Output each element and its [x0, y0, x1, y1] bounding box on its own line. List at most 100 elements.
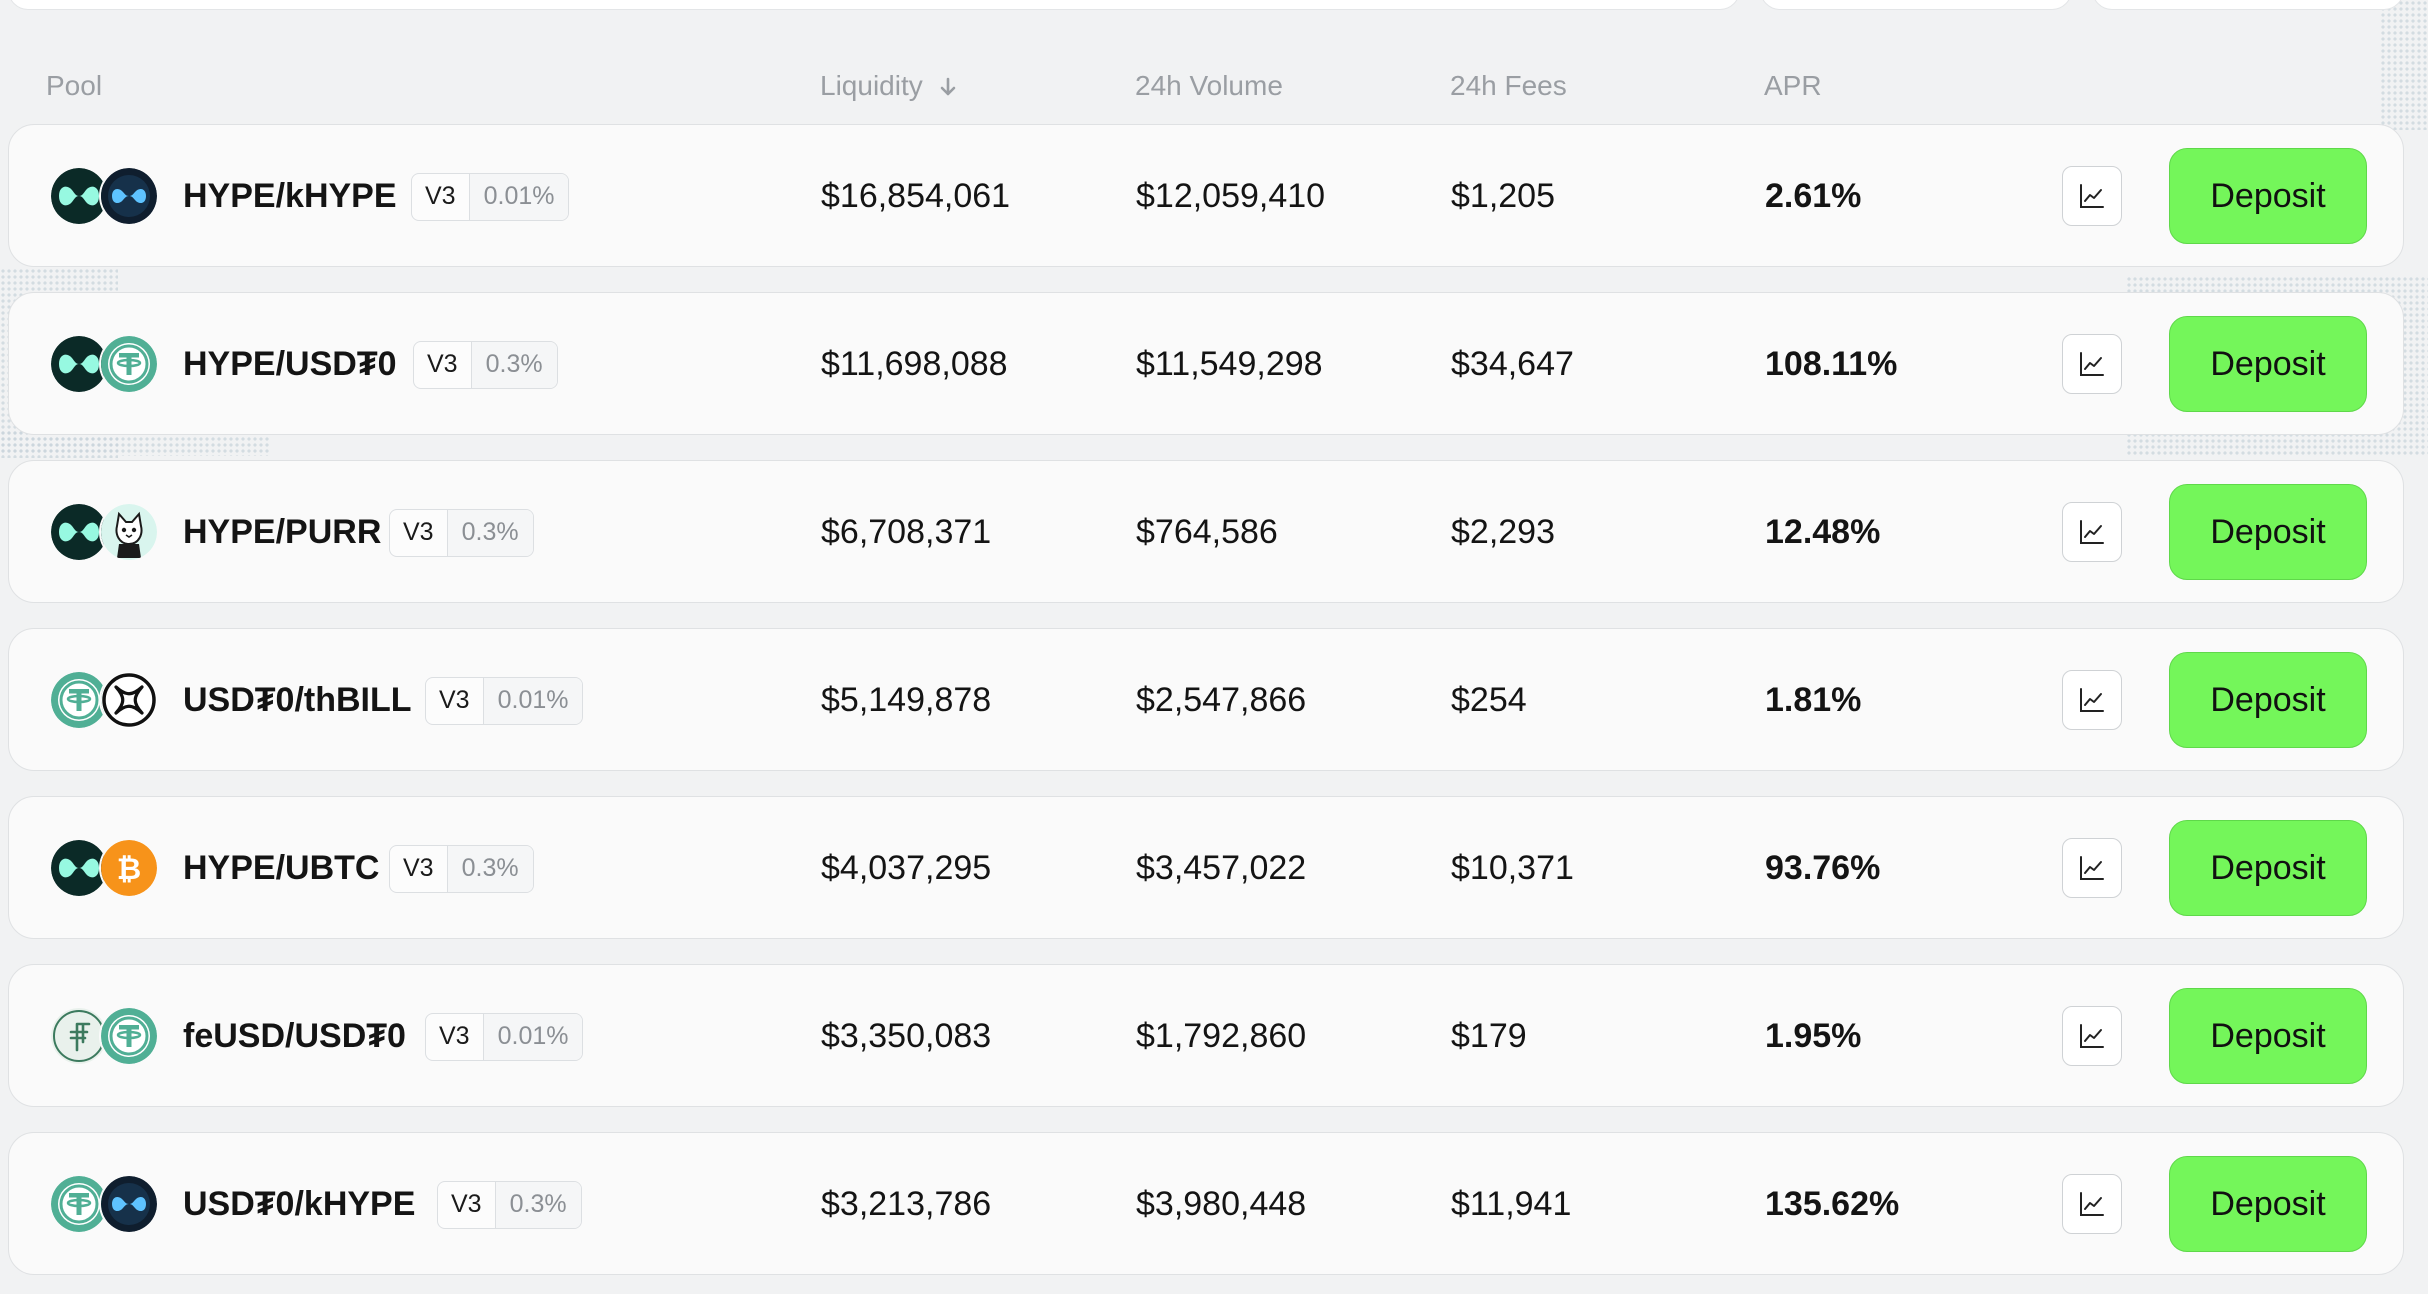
line-chart-icon — [2077, 349, 2107, 379]
fee-tier-badge: 0.01% — [483, 678, 583, 724]
header-liquidity-label: Liquidity — [820, 70, 923, 101]
version-badge: V3 — [390, 510, 448, 556]
table-row[interactable]: USD₮0/thBILL V3 0.01% $5,149,878 $2,547,866 $… — [8, 628, 2404, 771]
chart-button[interactable] — [2062, 838, 2122, 898]
pool-token-icons — [51, 504, 169, 562]
pool-version-fee-badge: V3 0.3% — [389, 509, 534, 557]
version-badge: V3 — [438, 1182, 496, 1228]
line-chart-icon — [2077, 181, 2107, 211]
purr-icon — [101, 504, 157, 560]
pool-token-icons — [51, 1008, 169, 1066]
chart-button[interactable] — [2062, 1006, 2122, 1066]
usdt0-icon — [51, 1176, 107, 1232]
liquidity-value: $16,854,061 — [821, 177, 1011, 215]
chart-button[interactable] — [2062, 166, 2122, 226]
pool-name[interactable]: USD₮0/thBILL — [183, 681, 412, 719]
usdt0-icon — [101, 1008, 157, 1064]
deposit-button[interactable]: Deposit — [2169, 148, 2367, 244]
apr-value: 2.61% — [1765, 177, 1862, 215]
hype-icon — [51, 336, 107, 392]
top-card-filter-1[interactable] — [1760, 0, 2072, 10]
volume-value: $11,549,298 — [1136, 345, 1323, 383]
pool-name[interactable]: feUSD/USD₮0 — [183, 1017, 406, 1055]
chart-button[interactable] — [2062, 334, 2122, 394]
fees-value: $34,647 — [1451, 345, 1574, 383]
chart-button[interactable] — [2062, 670, 2122, 730]
top-card-search[interactable] — [8, 0, 1740, 10]
usdt0-icon — [51, 672, 107, 728]
feusd-icon — [51, 1008, 107, 1064]
apr-value: 12.48% — [1765, 513, 1881, 551]
line-chart-icon — [2077, 1189, 2107, 1219]
pool-version-fee-badge: V3 0.01% — [425, 1013, 584, 1061]
table-row[interactable]: USD₮0/kHYPE V3 0.3% $3,213,786 $3,980,448 $11… — [8, 1132, 2404, 1275]
deposit-button[interactable]: Deposit — [2169, 820, 2367, 916]
pool-version-fee-badge: V3 0.3% — [389, 845, 534, 893]
pool-token-icons: ₿ — [51, 840, 169, 898]
version-badge: V3 — [414, 342, 472, 388]
header-liquidity[interactable]: Liquidity — [820, 64, 959, 108]
fee-tier-badge: 0.01% — [483, 1014, 583, 1060]
pool-version-fee-badge: V3 0.01% — [411, 173, 570, 221]
deposit-button[interactable]: Deposit — [2169, 1156, 2367, 1252]
sort-down-icon — [940, 77, 956, 96]
pool-name[interactable]: HYPE/USD₮0 — [183, 345, 397, 383]
hype-icon — [51, 504, 107, 560]
khype-icon — [101, 1176, 157, 1232]
table-row[interactable]: HYPE/kHYPE V3 0.01% $16,854,061 $12,059,410 $… — [8, 124, 2404, 267]
fees-value: $11,941 — [1451, 1185, 1572, 1223]
pool-name[interactable]: HYPE/PURR — [183, 513, 382, 551]
liquidity-value: $11,698,088 — [821, 345, 1008, 383]
pool-version-fee-badge: V3 0.3% — [413, 341, 558, 389]
header-pool[interactable]: Pool — [46, 70, 103, 101]
apr-value: 1.81% — [1765, 681, 1862, 719]
version-badge: V3 — [426, 1014, 484, 1060]
version-badge: V3 — [426, 678, 484, 724]
header-apr[interactable]: APR — [1764, 70, 1822, 101]
table-row[interactable]: HYPE/USD₮0 V3 0.3% $11,698,088 $11,549,298 $3… — [8, 292, 2404, 435]
table-header: Pool Liquidity 24h Volume 24h Fees APR — [0, 64, 2428, 108]
pool-token-icons — [51, 168, 169, 226]
fee-tier-badge: 0.3% — [471, 342, 557, 388]
fee-tier-badge: 0.01% — [469, 174, 569, 220]
table-row[interactable]: HYPE/PURR V3 0.3% $6,708,371 $764,586 $2,293 1… — [8, 460, 2404, 603]
pool-version-fee-badge: V3 0.3% — [437, 1181, 582, 1229]
pool-name[interactable]: USD₮0/kHYPE — [183, 1185, 416, 1223]
deposit-button[interactable]: Deposit — [2169, 484, 2367, 580]
table-row[interactable]: feUSD/USD₮0 V3 0.01% $3,350,083 $1,792,860 $1… — [8, 964, 2404, 1107]
pool-name[interactable]: HYPE/kHYPE — [183, 177, 397, 215]
fee-tier-badge: 0.3% — [495, 1182, 581, 1228]
header-fees[interactable]: 24h Fees — [1450, 70, 1567, 101]
thbill-icon — [101, 672, 157, 728]
pool-name[interactable]: HYPE/UBTC — [183, 849, 380, 887]
ubtc-icon: ₿ — [101, 840, 157, 896]
volume-value: $3,980,448 — [1136, 1185, 1307, 1223]
table-row[interactable]: ₿ HYPE/UBTC V3 0.3% $4,037,295 $3,457,022 $10… — [8, 796, 2404, 939]
fees-value: $10,371 — [1451, 849, 1574, 887]
volume-value: $3,457,022 — [1136, 849, 1307, 887]
apr-value: 108.11% — [1765, 345, 1898, 383]
liquidity-value: $4,037,295 — [821, 849, 992, 887]
deposit-button[interactable]: Deposit — [2169, 652, 2367, 748]
apr-value: 135.62% — [1765, 1185, 1900, 1223]
fees-value: $179 — [1451, 1017, 1527, 1055]
hype-icon — [51, 840, 107, 896]
deposit-button[interactable]: Deposit — [2169, 988, 2367, 1084]
apr-value: 1.95% — [1765, 1017, 1862, 1055]
header-volume[interactable]: 24h Volume — [1135, 70, 1283, 101]
top-card-filter-2[interactable] — [2092, 0, 2404, 10]
usdt0-icon — [101, 336, 157, 392]
chart-button[interactable] — [2062, 1174, 2122, 1234]
version-badge: V3 — [390, 846, 448, 892]
khype-icon — [101, 168, 157, 224]
liquidity-value: $3,350,083 — [821, 1017, 992, 1055]
fees-value: $1,205 — [1451, 177, 1555, 215]
volume-value: $764,586 — [1136, 513, 1278, 551]
line-chart-icon — [2077, 853, 2107, 883]
chart-button[interactable] — [2062, 502, 2122, 562]
map-dots-top-right — [2380, 0, 2428, 130]
pool-version-fee-badge: V3 0.01% — [425, 677, 584, 725]
deposit-button[interactable]: Deposit — [2169, 316, 2367, 412]
pool-token-icons — [51, 1176, 169, 1234]
svg-text:₿: ₿ — [117, 852, 141, 887]
